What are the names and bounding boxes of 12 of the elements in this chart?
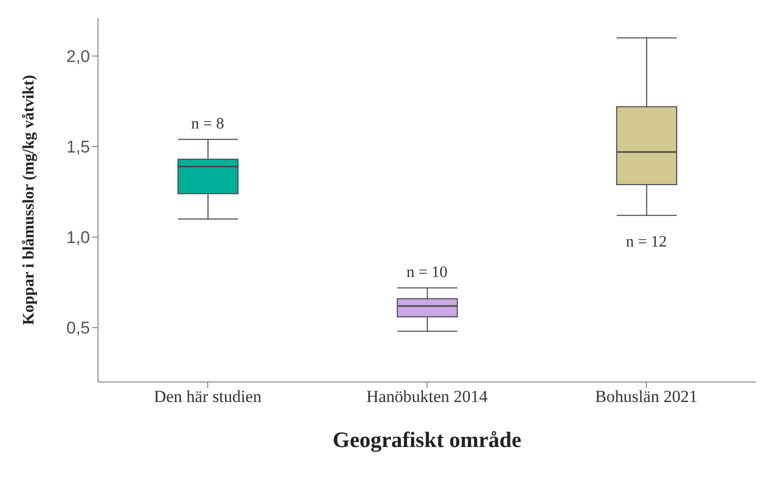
x-axis-title: Geografiskt område [332,427,522,452]
y-axis-title: Koppar i blåmusslor (mg/kg våtvikt) [20,74,38,326]
x-tick-label: Hanöbukten 2014 [366,387,488,406]
annotation: n = 10 [406,264,448,282]
y-tick-label: 2,0 [66,47,90,66]
y-tick-label: 0,5 [66,318,90,338]
y-tick-label: 1,5 [66,138,90,157]
annotation: n = 12 [626,234,667,251]
x-tick-label: Bohuslän 2021 [595,387,698,406]
annotation: n = 8 [191,116,224,133]
x-tick-label: Den här studien [154,387,262,406]
y-tick-label: 1,0 [66,228,90,248]
